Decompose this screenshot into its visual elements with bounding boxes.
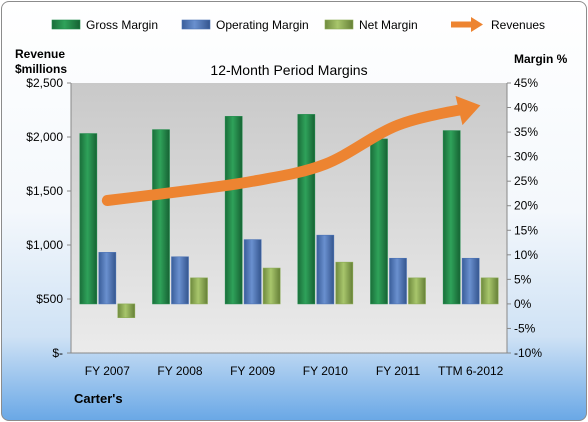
gross-margin-legend-swatch bbox=[51, 19, 81, 30]
right-tick-label: 5% bbox=[514, 272, 532, 286]
gross-margin-bar bbox=[79, 133, 98, 305]
net-margin-bar bbox=[262, 267, 281, 305]
left-axis: $- $500 $1,000 $1,500 $2,000 $2,500 bbox=[26, 76, 507, 360]
revenues-legend-label: Revenues bbox=[491, 18, 545, 32]
operating-margin-bar bbox=[389, 257, 407, 305]
revenues-arrowhead bbox=[455, 95, 481, 126]
gross-margin-bar bbox=[442, 130, 461, 305]
revenues-legend-arrow bbox=[471, 17, 483, 32]
category-label: FY 2009 bbox=[230, 364, 275, 378]
category-axis: FY 2007 FY 2008 FY 2009 FY 2010 FY 2011 TTM 6… bbox=[85, 364, 504, 378]
chart-title: 12-Month Period Margins bbox=[210, 62, 367, 78]
category-label: FY 2011 bbox=[376, 364, 421, 378]
right-tick-label: 40% bbox=[514, 101, 538, 115]
gross-margin-bar bbox=[224, 116, 243, 305]
legend: Gross Margin Operating Margin Net Margin Re… bbox=[51, 17, 545, 32]
gross-margin-bar bbox=[152, 129, 170, 305]
right-axis: -10% -5% 0% 5% 10% 15% 20% 25% 30% 35% 40% 45% bbox=[506, 76, 542, 360]
plot-area bbox=[71, 83, 507, 353]
left-tick-label: $500 bbox=[36, 292, 63, 306]
net-margin-bar bbox=[117, 303, 136, 318]
category-label: FY 2008 bbox=[157, 364, 202, 378]
right-tick-label: 15% bbox=[514, 223, 538, 237]
right-tick-label: 35% bbox=[514, 125, 538, 139]
right-tick-label: -10% bbox=[514, 346, 542, 360]
right-tick-label: 30% bbox=[514, 150, 538, 164]
operating-margin-bar bbox=[243, 239, 262, 305]
category-label: TTM 6-2012 bbox=[438, 364, 504, 378]
right-tick-label: 25% bbox=[514, 174, 538, 188]
revenue-line bbox=[101, 95, 481, 207]
revenues-line bbox=[101, 102, 477, 207]
left-tick-label: $1,000 bbox=[26, 238, 63, 252]
gross-margin-bar bbox=[297, 114, 316, 305]
operating-margin-legend-swatch bbox=[181, 19, 211, 30]
gross-margin-legend-label: Gross Margin bbox=[86, 18, 158, 32]
right-tick-label: -5% bbox=[514, 321, 536, 335]
operating-margin-bar bbox=[98, 252, 117, 305]
operating-margin-bar bbox=[461, 257, 480, 305]
right-tick-label: 10% bbox=[514, 248, 538, 262]
net-margin-bar bbox=[190, 277, 208, 305]
bars bbox=[79, 114, 499, 318]
net-margin-bar bbox=[335, 261, 354, 305]
left-tick-label: $1,500 bbox=[26, 184, 63, 198]
right-tick-label: 20% bbox=[514, 199, 538, 213]
operating-margin-bar bbox=[316, 234, 335, 305]
right-axis-title: Margin % bbox=[514, 52, 568, 66]
left-tick-label: $2,500 bbox=[26, 76, 63, 90]
net-margin-legend-label: Net Margin bbox=[359, 18, 418, 32]
gross-margin-bar bbox=[370, 138, 388, 305]
net-margin-legend-swatch bbox=[324, 19, 354, 30]
operating-margin-legend-label: Operating Margin bbox=[216, 18, 309, 32]
company-label: Carter's bbox=[74, 391, 123, 406]
net-margin-bar bbox=[408, 277, 426, 305]
category-label: FY 2010 bbox=[303, 364, 348, 378]
left-tick-label: $2,000 bbox=[26, 130, 63, 144]
operating-margin-bar bbox=[171, 256, 189, 305]
left-tick-label: $- bbox=[52, 346, 63, 360]
net-margin-bar bbox=[480, 277, 499, 305]
left-axis-title-line1: Revenue bbox=[15, 47, 65, 61]
right-tick-label: 0% bbox=[514, 297, 532, 311]
left-axis-title-line2: $millions bbox=[15, 62, 67, 76]
axis-titles: 12-Month Period Margins Revenue$millions M… bbox=[15, 47, 568, 406]
right-tick-label: 45% bbox=[514, 76, 538, 90]
category-label: FY 2007 bbox=[85, 364, 130, 378]
